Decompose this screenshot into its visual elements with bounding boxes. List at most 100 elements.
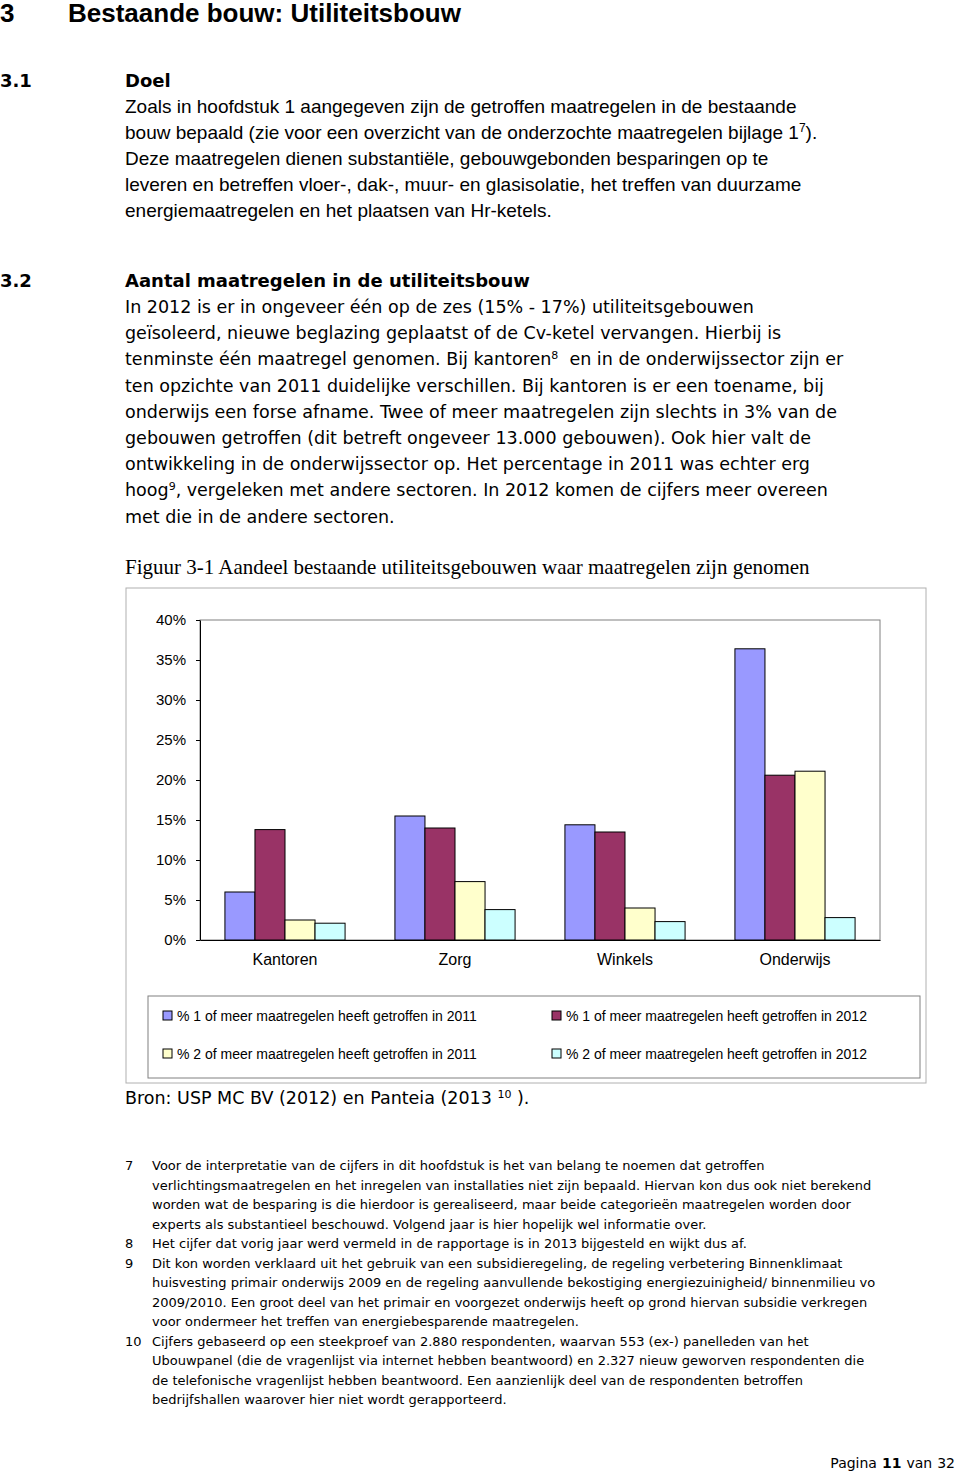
- bar-series: [225, 649, 765, 940]
- footnote-line: de telefonische vragenlijst hebben beant…: [152, 1373, 803, 1388]
- footnote-line: Ubouwpanel (die de vragenlijst via inter…: [152, 1353, 864, 1368]
- bar-series: [315, 910, 855, 940]
- paragraph-line: met die in de andere sectoren.: [125, 507, 395, 527]
- paragraph-line: energiemaatregelen en het plaatsen van H…: [125, 200, 552, 221]
- y-tick-label: 40%: [156, 611, 186, 628]
- figure-caption: Figuur 3-1 Aandeel bestaande utiliteitsg…: [125, 555, 810, 579]
- y-tick-mark: [196, 860, 200, 861]
- y-tick-label: 5%: [164, 891, 186, 908]
- paragraph-line: Deze maatregelen dienen substantiële, ge…: [125, 148, 768, 169]
- section: 3.1DoelZoals in hoofdstuk 1 aangegeven z…: [0, 70, 817, 221]
- y-tick: 35%: [156, 651, 200, 668]
- x-tick: Winkels: [597, 940, 653, 968]
- text-run: geïsoleerd, nieuwe beglazing geplaatst o…: [125, 323, 781, 343]
- legend-box: [148, 996, 920, 1078]
- footnote-number: 8: [125, 1236, 133, 1251]
- section: 3.2 Aantal maatregelen in de utiliteitsbo…: [0, 270, 844, 527]
- bar: [455, 882, 485, 940]
- text-run: ontwikkeling in de onderwijssector op. H…: [125, 454, 810, 474]
- paragraph-line: bouw bepaald (zie voor een overzicht van…: [125, 121, 817, 143]
- bar: [765, 775, 795, 940]
- x-axis-line: [201, 940, 881, 941]
- x-axis: Kantoren Zorg Winkels Onderwijs: [201, 940, 881, 968]
- x-tick-label: Winkels: [597, 951, 653, 968]
- footnote-ref: 9: [169, 480, 176, 493]
- footnote-line: voor ondermeer het treffen van energiebe…: [152, 1314, 579, 1329]
- y-tick-mark: [196, 940, 200, 941]
- text-run: ).: [806, 122, 818, 143]
- footnote-line: worden wat de besparing is die hierdoor …: [152, 1197, 851, 1212]
- text-run: en in de onderwijssector zijn er: [558, 349, 844, 369]
- footnote-line: Het cijfer dat vorig jaar werd vermeld i…: [152, 1236, 747, 1251]
- y-tick: 40%: [156, 611, 200, 628]
- x-tick-label: Zorg: [439, 951, 472, 968]
- text-run: onderwijs een forse afname. Twee of meer…: [125, 402, 837, 422]
- source-line: Bron: USP MC BV (2012) en Panteia (2013 …: [125, 1088, 529, 1109]
- legend-swatch: [163, 1011, 172, 1020]
- section-number: 3.2: [0, 270, 32, 291]
- text-run: Pagina: [830, 1455, 877, 1471]
- y-tick-mark: [196, 700, 200, 701]
- chapter-heading: 3 Bestaande bouw: Utiliteitsbouw: [0, 0, 462, 28]
- x-tick: Onderwijs: [759, 940, 830, 968]
- legend-label: % 2 of meer maatregelen heeft getroffen …: [566, 1046, 867, 1062]
- text-run: van: [906, 1455, 932, 1471]
- chart: 0%5%10%15%20%25%30%35%40%KantorenZorgWin…: [126, 588, 926, 1083]
- x-tick: Zorg: [439, 940, 472, 968]
- y-tick-mark: [196, 620, 200, 621]
- bar: [315, 923, 345, 940]
- bar: [655, 922, 685, 940]
- bar: [565, 825, 595, 940]
- bar: [485, 910, 515, 940]
- footnote-line: 2009/2010. Een groot deel van het primai…: [152, 1295, 867, 1310]
- footnote-line: verlichtingsmaatregelen en het inregelen…: [152, 1178, 871, 1193]
- footnote-number: 7: [125, 1158, 133, 1173]
- text-run: In 2012 is er in ongeveer één op de zes …: [125, 297, 754, 317]
- paragraph-line: ontwikkeling in de onderwijssector op. H…: [125, 454, 810, 474]
- text-run: 11: [882, 1455, 901, 1471]
- footnote-line: huisvesting primair onderwijs 2009 en de…: [152, 1275, 875, 1290]
- bar: [825, 918, 855, 940]
- bar: [395, 816, 425, 940]
- chart-border: [126, 588, 926, 1083]
- bar: [255, 830, 285, 940]
- footnote-ref: 8: [551, 349, 558, 362]
- bar: [285, 920, 315, 940]
- y-tick-mark: [196, 780, 200, 781]
- chapter-number: 3: [0, 0, 14, 28]
- text-run: Bron: USP MC BV (2012) en Panteia (2013: [125, 1088, 497, 1108]
- y-tick-label: 35%: [156, 651, 186, 668]
- text-run: leveren en betreffen vloer-, dak-, muur-…: [125, 174, 801, 195]
- chapter-title: Bestaande bouw: Utiliteitsbouw: [68, 0, 462, 28]
- section-title: Aantal maatregelen in de utiliteitsbouw: [125, 270, 530, 291]
- page: 3 Bestaande bouw: Utiliteitsbouw 3.1DoelZo…: [0, 0, 960, 1476]
- text-run: bouw bepaald (zie voor een overzicht van…: [125, 122, 799, 143]
- y-tick-mark: [196, 660, 200, 661]
- text-run: tenminste één maatregel genomen. Bij kan…: [125, 349, 551, 369]
- text-run: 32: [937, 1455, 955, 1471]
- legend: % 1 of meer maatregelen heeft getroffen …: [148, 996, 920, 1078]
- y-tick-label: 0%: [164, 931, 186, 948]
- paragraph-line: ten opzichte van 2011 duidelijke verschi…: [125, 376, 824, 396]
- footnote-line: bedrijfshallen waarover hier niet wordt …: [152, 1392, 507, 1407]
- legend-swatch: [552, 1049, 561, 1058]
- footnote-line: experts als substantieel beschouwd. Volg…: [152, 1217, 706, 1232]
- text-run: met die in de andere sectoren.: [125, 507, 395, 527]
- legend-swatch: [163, 1049, 172, 1058]
- y-tick: 5%: [164, 891, 200, 908]
- bar: [225, 892, 255, 940]
- y-tick: 0%: [164, 931, 200, 948]
- y-tick-mark: [196, 900, 200, 901]
- bar: [795, 771, 825, 940]
- footnotes: 7Voor de interpretatie van de cijfers in…: [125, 1158, 875, 1407]
- y-tick-label: 25%: [156, 731, 186, 748]
- bar: [735, 649, 765, 940]
- paragraph-line: geïsoleerd, nieuwe beglazing geplaatst o…: [125, 323, 781, 343]
- page-background: [0, 0, 960, 1476]
- y-tick-mark: [196, 740, 200, 741]
- y-tick: 15%: [156, 811, 200, 828]
- x-tick: Kantoren: [253, 940, 318, 968]
- bars: [225, 649, 855, 940]
- legend-label: % 2 of meer maatregelen heeft getroffen …: [177, 1046, 477, 1062]
- paragraph-line: Zoals in hoofdstuk 1 aangegeven zijn de …: [125, 96, 796, 117]
